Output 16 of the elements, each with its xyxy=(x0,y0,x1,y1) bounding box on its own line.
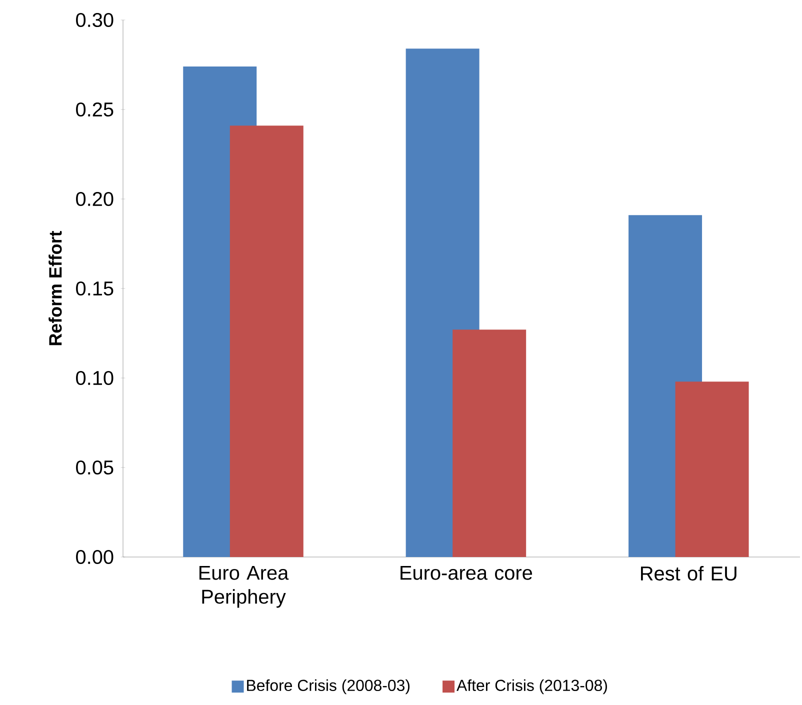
y-tick-label: 0.30 xyxy=(76,12,114,28)
legend-label: Before Crisis (2008-03) xyxy=(247,679,410,694)
y-tick-label: 0.00 xyxy=(76,550,114,564)
y-tick-label: 0.25 xyxy=(76,102,114,117)
y-tick-label: 0.10 xyxy=(76,370,114,386)
x-tick-label: Rest of EU xyxy=(641,566,736,581)
y-tick-label: 0.05 xyxy=(76,460,114,475)
x-tick-label: Euro Area Periphery xyxy=(199,566,289,608)
y-tick-label: 0.20 xyxy=(76,192,114,206)
y-axis-title: Reform Effort xyxy=(48,230,62,346)
bar xyxy=(675,382,749,557)
legend-label: After Crisis (2013-08) xyxy=(456,679,607,694)
bar xyxy=(452,330,526,557)
y-tick-label: 0.15 xyxy=(76,281,114,296)
x-tick-label: Euro-area core xyxy=(400,566,532,580)
bar xyxy=(230,126,304,557)
